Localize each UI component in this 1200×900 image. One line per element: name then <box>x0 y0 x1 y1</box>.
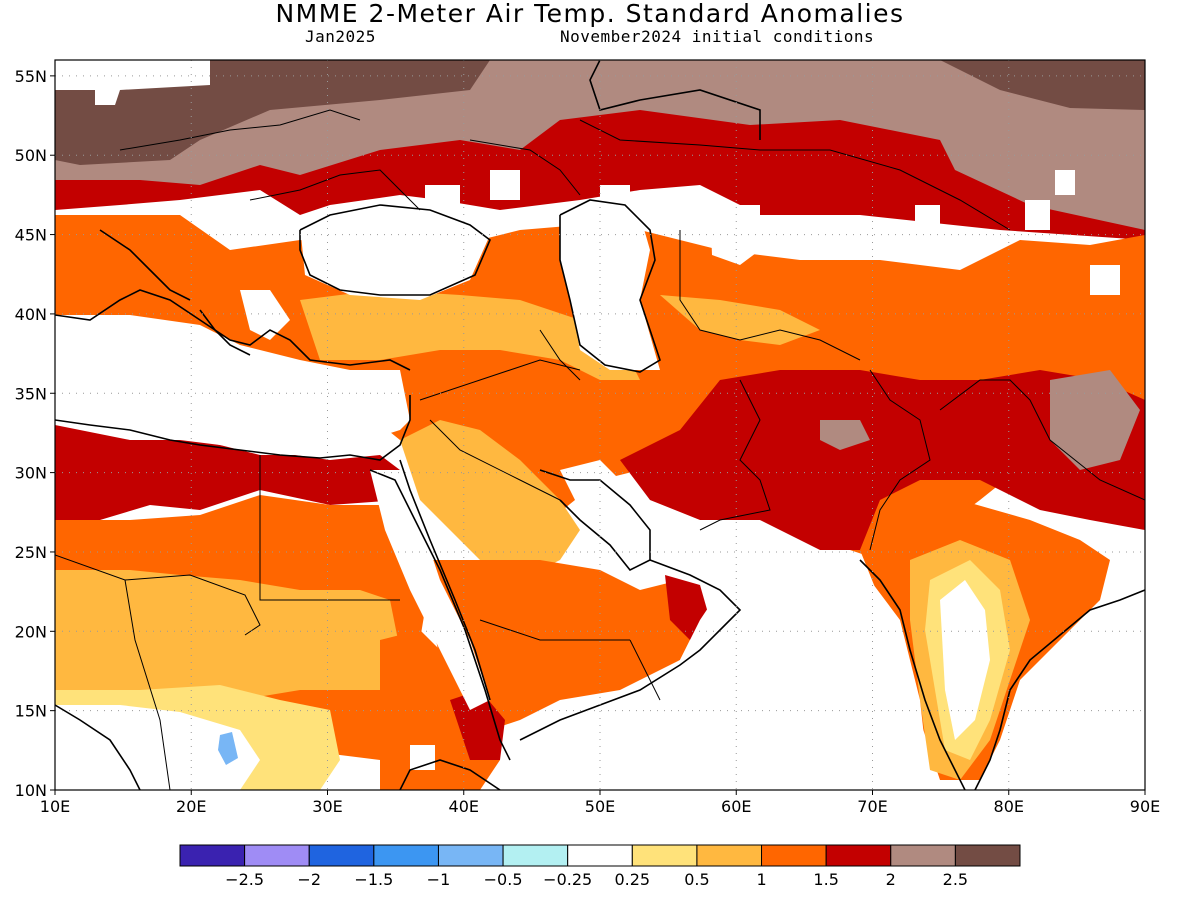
legend-swatch <box>567 844 633 867</box>
legend-swatch <box>502 844 569 867</box>
chart-title: NMME 2-Meter Air Temp. Standard Anomalie… <box>275 0 905 28</box>
y-tick-label: 20N <box>15 622 47 641</box>
legend-swatch <box>244 844 310 867</box>
legend-label: −2 <box>297 870 321 889</box>
coastlines <box>55 60 1145 790</box>
x-tick-label: 40E <box>449 797 479 816</box>
legend-swatch <box>373 844 439 867</box>
legend-label: 0.25 <box>614 870 650 889</box>
x-tick-label: 30E <box>312 797 342 816</box>
legend-swatch <box>631 844 698 867</box>
legend-label: 2 <box>886 870 896 889</box>
legend-swatch <box>954 844 1021 867</box>
legend-swatch <box>179 844 246 867</box>
country-borders <box>55 109 1145 790</box>
x-tick-label: 80E <box>994 797 1024 816</box>
legend-swatch <box>825 844 892 867</box>
no-data-masks <box>55 60 1145 790</box>
x-tick-label: 70E <box>857 797 887 816</box>
legend-swatch <box>761 844 827 867</box>
legend-label: −1.5 <box>354 870 393 889</box>
x-axis: 10E 20E 30E 40E 50E 60E 70E 80E 90E <box>40 790 1160 816</box>
y-tick-label: 25N <box>15 543 47 562</box>
x-tick-label: 50E <box>585 797 615 816</box>
gridlines <box>55 60 1145 790</box>
legend-label: −2.5 <box>225 870 264 889</box>
legend-label: −0.5 <box>484 870 523 889</box>
legend-label: 2.5 <box>943 870 968 889</box>
map-plot-area <box>55 60 1145 790</box>
legend-label: 0.5 <box>684 870 709 889</box>
x-tick-label: 20E <box>176 797 206 816</box>
x-tick-label: 60E <box>721 797 751 816</box>
legend-swatch <box>890 844 956 867</box>
x-tick-label: 10E <box>40 797 70 816</box>
legend-swatch <box>696 844 763 867</box>
initial-conditions: November2024 initial conditions <box>560 27 875 46</box>
y-tick-label: 55N <box>15 67 47 86</box>
y-axis: 55N 50N 45N 40N 35N 30N 25N 20N 15N 10N <box>15 67 55 800</box>
legend-label: 1.5 <box>813 870 838 889</box>
color-legend: −2.5 −2 −1.5 −1 −0.5 −0.25 0.25 0.5 1 1.5 2 2.5 <box>179 844 1021 889</box>
x-tick-label: 90E <box>1130 797 1160 816</box>
target-month: Jan2025 <box>305 27 376 46</box>
y-tick-label: 15N <box>15 702 47 721</box>
y-tick-label: 45N <box>15 226 47 245</box>
y-tick-label: 50N <box>15 146 47 165</box>
y-tick-label: 40N <box>15 305 47 324</box>
legend-swatch <box>437 844 504 867</box>
legend-label: 1 <box>756 870 766 889</box>
legend-label: −1 <box>427 870 451 889</box>
y-tick-label: 35N <box>15 384 47 403</box>
legend-swatch <box>308 844 375 867</box>
y-tick-label: 10N <box>15 781 47 800</box>
y-tick-label: 30N <box>15 464 47 483</box>
legend-label: −0.25 <box>543 870 592 889</box>
